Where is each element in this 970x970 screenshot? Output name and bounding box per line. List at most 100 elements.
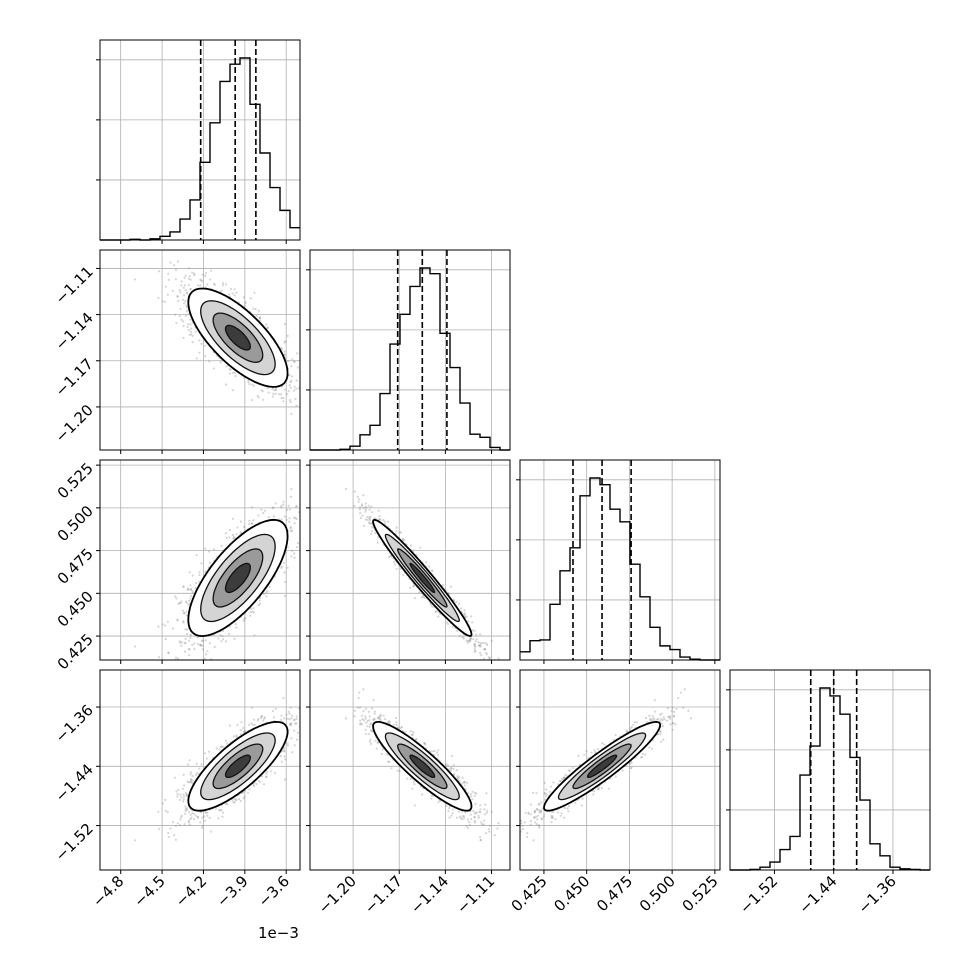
sample-point: [289, 526, 292, 529]
sample-point: [174, 313, 177, 316]
sample-point: [200, 562, 203, 565]
sample-point: [204, 657, 207, 660]
sample-point: [231, 517, 234, 520]
sample-point: [176, 657, 179, 660]
sample-point: [183, 302, 186, 305]
points: [344, 487, 500, 660]
sample-point: [286, 508, 289, 511]
y-tick-label: 0.525: [54, 459, 97, 502]
sample-point: [233, 536, 236, 540]
sample-point: [412, 585, 415, 588]
sample-point: [290, 487, 293, 491]
sample-point: [271, 507, 274, 510]
sample-point: [463, 612, 466, 615]
sample-point: [274, 502, 277, 505]
sample-point: [189, 636, 192, 640]
sample-point: [184, 314, 187, 317]
sample-point: [164, 624, 167, 627]
sample-point: [253, 634, 256, 637]
sample-point: [289, 381, 292, 384]
sample-point: [258, 602, 262, 605]
sample-point: [280, 518, 283, 521]
sample-point: [293, 360, 296, 363]
sample-point: [437, 615, 440, 618]
sample-point: [474, 650, 477, 653]
sample-point: [176, 294, 179, 298]
sample-point: [295, 518, 298, 521]
sample-point: [282, 500, 285, 503]
sample-point: [184, 289, 187, 292]
sample-point: [224, 532, 227, 535]
sample-point: [179, 291, 182, 294]
sample-point: [187, 654, 191, 657]
sample-point: [212, 548, 216, 551]
sample-point: [359, 516, 362, 520]
sample-point: [280, 565, 283, 568]
sample-point: [180, 644, 183, 647]
sample-point: [199, 643, 202, 646]
sample-point: [273, 389, 276, 392]
sample-point: [257, 396, 260, 399]
sample-point: [248, 519, 251, 522]
sample-point: [288, 517, 291, 520]
sample-point: [189, 330, 193, 333]
sample-point: [201, 280, 204, 283]
sample-point: [182, 585, 185, 588]
sample-point: [166, 620, 169, 623]
sample-point: [189, 594, 193, 598]
sample-point: [244, 302, 247, 305]
sample-point: [188, 648, 191, 651]
sample-point: [184, 641, 187, 645]
sample-point: [221, 635, 224, 638]
sample-point: [288, 508, 292, 511]
sample-point: [283, 323, 287, 326]
sample-point: [185, 614, 188, 617]
sample-point: [295, 387, 298, 390]
sample-point: [247, 380, 250, 383]
sample-point: [362, 507, 365, 510]
sample-point: [157, 270, 161, 273]
sample-point: [164, 300, 167, 303]
sample-point: [288, 399, 292, 402]
sample-point: [272, 506, 275, 509]
sample-point: [205, 272, 208, 275]
sample-point: [204, 355, 207, 358]
sample-point: [290, 529, 294, 532]
sample-point: [290, 555, 293, 558]
sample-point: [189, 287, 192, 290]
sample-point: [183, 284, 187, 287]
sample-point: [208, 561, 212, 565]
sample-point: [282, 503, 285, 506]
sample-point: [260, 508, 263, 511]
sample-point: [370, 511, 374, 514]
sample-point: [228, 368, 231, 371]
sample-point: [290, 412, 293, 416]
sample-point: [379, 518, 382, 521]
sample-point: [171, 289, 175, 292]
sample-point: [384, 520, 387, 523]
sample-point: [282, 561, 285, 564]
sample-point: [229, 368, 232, 371]
sample-point: [201, 644, 204, 647]
sample-point: [251, 610, 254, 613]
sample-point: [280, 393, 283, 396]
sample-point: [242, 296, 245, 299]
sample-point: [248, 523, 251, 526]
sample-point: [213, 645, 216, 649]
sample-point: [200, 342, 203, 345]
sample-point: [388, 555, 391, 559]
sample-point: [353, 504, 356, 507]
sample-point: [249, 607, 253, 610]
histogram-panel: −1.52 −1.44 −1.36: [726, 669, 931, 917]
sample-point: [184, 628, 187, 631]
histogram-step: [730, 687, 930, 871]
sample-point: [187, 588, 190, 591]
sample-point: [477, 644, 480, 647]
sample-point: [189, 278, 192, 281]
sample-point: [212, 367, 216, 370]
sample-point: [184, 299, 187, 303]
density-contour: [224, 324, 251, 351]
sample-point: [272, 392, 275, 395]
sample-point: [283, 515, 286, 518]
histogram-step: [310, 267, 510, 451]
